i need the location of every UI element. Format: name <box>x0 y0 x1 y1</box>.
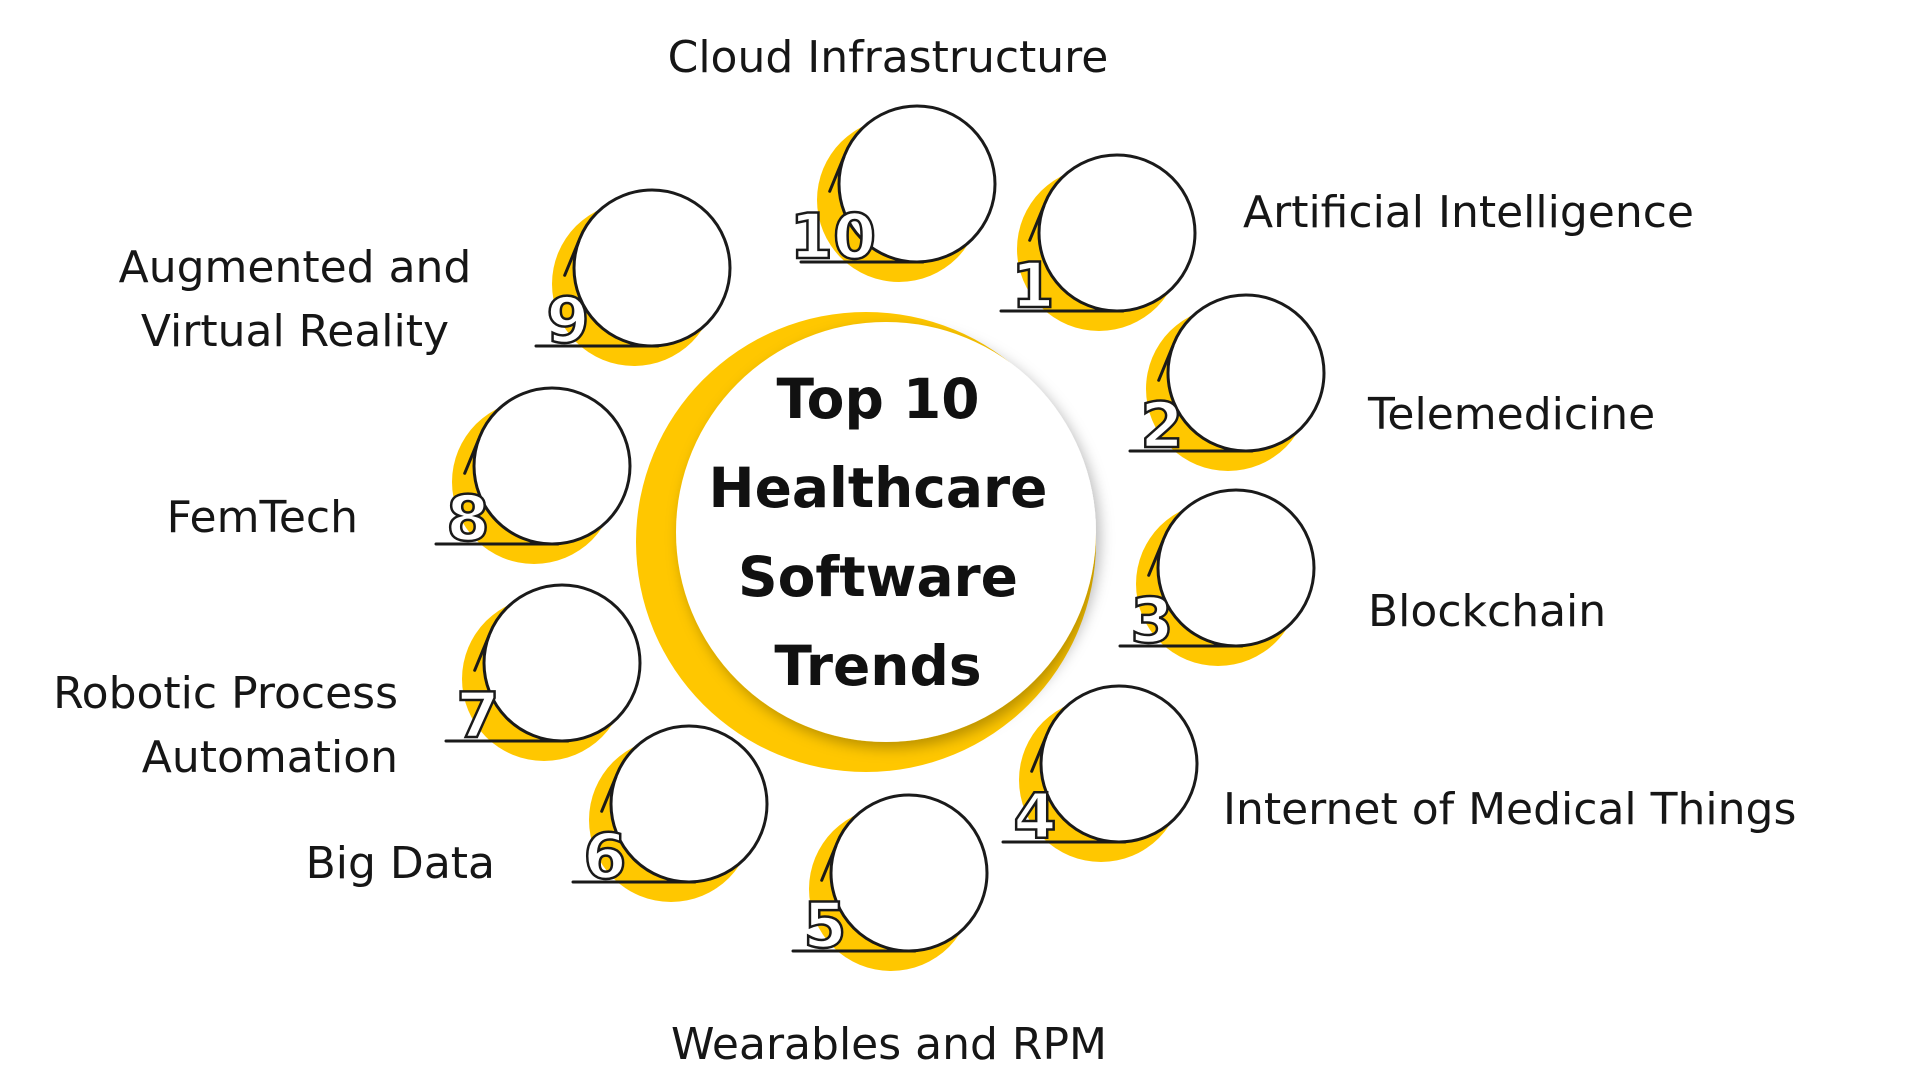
badge-sweep-line <box>563 239 581 277</box>
trend-badge-7: 7 <box>444 583 642 761</box>
title-line-3: Software <box>738 545 1018 609</box>
trend-badge-4: 4 <box>1001 684 1199 862</box>
badge-sweep-line <box>1028 204 1046 242</box>
trend-number-3: 3 <box>1130 584 1173 657</box>
badge-circle <box>482 583 642 743</box>
title-line-1: Top 10 <box>776 367 980 431</box>
trend-number-9: 9 <box>546 284 589 357</box>
trend-label-3: Blockchain <box>1368 586 1607 637</box>
badge-circle <box>572 188 732 348</box>
trend-number-4: 4 <box>1013 780 1056 853</box>
trend-label-7: Robotic Process Automation <box>53 668 398 783</box>
trend-badge-1: 1 <box>999 153 1197 331</box>
trend-badge-9: 9 <box>534 188 732 366</box>
trend-badge-6: 6 <box>571 724 769 902</box>
badge-circle <box>829 793 989 953</box>
center-hub <box>636 312 1096 772</box>
trend-number-5: 5 <box>803 889 846 962</box>
trend-label-10: Cloud Infrastructure <box>667 32 1109 83</box>
trend-badge-3: 3 <box>1118 488 1316 666</box>
trend-number-6: 6 <box>583 820 626 893</box>
badge-sweep-line <box>1157 344 1175 382</box>
badge-circle <box>472 386 632 546</box>
trend-number-8: 8 <box>446 482 489 555</box>
badge-circle <box>1166 293 1326 453</box>
badge-sweep-line <box>473 634 491 672</box>
trend-badge-8: 8 <box>434 386 632 564</box>
trend-badge-10: 10 <box>789 104 997 282</box>
badge-circle <box>1037 153 1197 313</box>
trend-number-1: 1 <box>1011 249 1054 322</box>
trend-number-10: 10 <box>790 200 876 273</box>
badge-sweep-line <box>463 437 481 475</box>
trend-badges: 1 2 3 4 5 6 7 8 9 10 <box>434 104 1326 971</box>
trend-label-6: Big Data <box>305 838 495 889</box>
trend-label-4: Internet of Medical Things <box>1223 784 1797 835</box>
trend-label-8: FemTech <box>166 492 358 543</box>
title-line-4: Trends <box>774 634 982 698</box>
trend-label-5: Wearables and RPM <box>671 1019 1107 1070</box>
badge-circle <box>609 724 769 884</box>
trend-label-2: Telemedicine <box>1368 389 1656 440</box>
title-line-2: Healthcare <box>708 456 1048 520</box>
trend-number-2: 2 <box>1140 389 1183 462</box>
badge-sweep-line <box>600 775 618 813</box>
badge-circle <box>1156 488 1316 648</box>
trend-label-1: Artificial Intelligence <box>1243 187 1694 238</box>
trend-badge-2: 2 <box>1128 293 1326 471</box>
trend-number-7: 7 <box>456 679 499 752</box>
diagram-title: Top 10 Healthcare Software Trends <box>688 355 1068 711</box>
badge-sweep-line <box>1147 539 1165 577</box>
badge-sweep-line <box>828 155 846 193</box>
trend-label-9: Augmented and Virtual Reality <box>118 242 472 357</box>
badge-sweep-line <box>820 844 838 882</box>
hub-white-circle <box>676 322 1096 742</box>
trend-badge-5: 5 <box>791 793 989 971</box>
badge-sweep-line <box>1030 735 1048 773</box>
